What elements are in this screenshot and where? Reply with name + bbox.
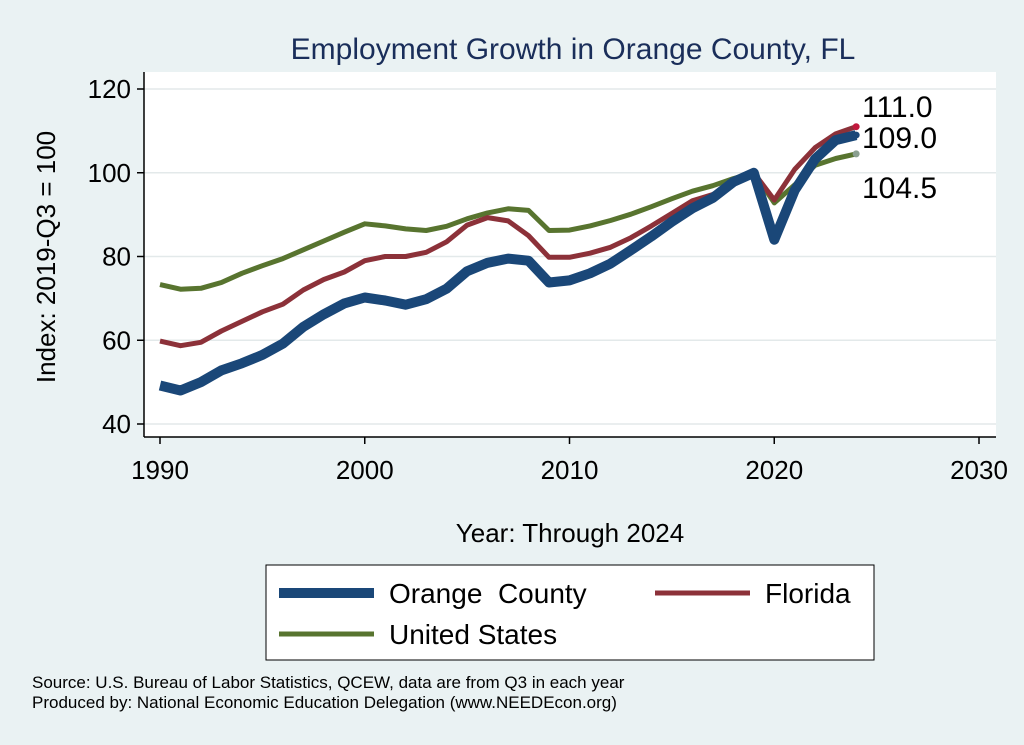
legend-box <box>265 564 875 661</box>
y-axis-label: Index: 2019-Q3 = 100 <box>31 131 61 383</box>
x-axis: 1990 2000 2010 2020 2030 <box>131 436 1008 485</box>
end-label-2: 104.5 <box>862 172 937 205</box>
x-tick-label: 2030 <box>950 455 1008 485</box>
legend-label-1: Florida <box>765 578 851 609</box>
y-tick-label: 60 <box>102 325 131 355</box>
x-axis-label: Year: Through 2024 <box>456 518 684 548</box>
series-line-0 <box>158 130 858 396</box>
legend-label-2: United States <box>389 619 557 650</box>
y-tick-label: 40 <box>102 409 131 439</box>
legend-items: Orange County Florida United States <box>279 578 851 650</box>
chart-title: Employment Growth in Orange County, FL <box>291 33 856 66</box>
x-tick-label: 1990 <box>131 455 189 485</box>
end-label-1: 111.0 <box>862 91 933 124</box>
series-end-point-0 <box>852 131 860 139</box>
legend: Orange County Florida United States <box>265 564 875 661</box>
y-tick-label: 80 <box>102 242 131 272</box>
x-tick-label: 2010 <box>541 455 599 485</box>
y-tick-label: 100 <box>88 158 131 188</box>
x-tick-label: 2020 <box>745 455 803 485</box>
y-axis: 40 60 80 100 120 <box>88 72 145 439</box>
credit-note: Produced by: National Economic Education… <box>32 693 617 712</box>
y-tick-label: 120 <box>88 74 131 104</box>
end-label-0: 109.0 <box>862 122 937 155</box>
series-group <box>158 123 860 396</box>
series-end-point-2 <box>852 150 860 158</box>
series-end-point-1 <box>852 123 860 131</box>
source-note: Source: U.S. Bureau of Labor Statistics,… <box>32 673 625 692</box>
x-tick-label: 2000 <box>336 455 394 485</box>
legend-label-0: Orange County <box>389 578 587 609</box>
